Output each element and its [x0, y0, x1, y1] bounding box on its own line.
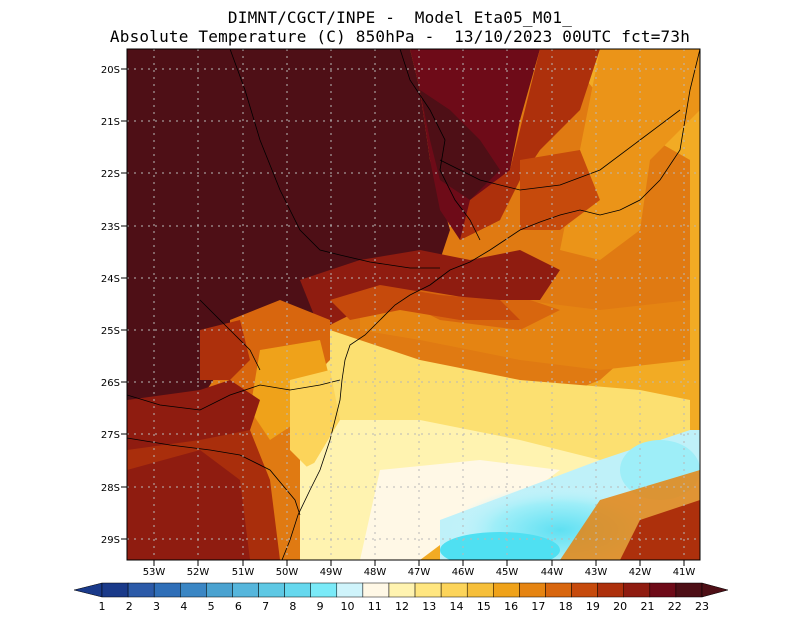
lon-label: 53W	[143, 567, 166, 578]
lat-label: 25S	[101, 326, 120, 337]
colorbar-label: 22	[668, 600, 682, 613]
colorbar-arrow-low	[73, 582, 103, 598]
colorbar-swatch	[310, 582, 338, 598]
colorbar-swatch	[127, 582, 155, 598]
lon-label: 49W	[320, 567, 343, 578]
lon-label: 42W	[629, 567, 652, 578]
map-frame	[126, 48, 701, 561]
colorbar-swatch	[414, 582, 442, 598]
colorbar: 1 2 3 4 5 6 7 8 9 10 11 12 13 14 15 16 17 18 19 20 21 22 23	[73, 582, 729, 613]
colorbar-swatch	[545, 582, 572, 598]
colorbar-label: 3	[153, 600, 160, 613]
lon-label: 43W	[585, 567, 608, 578]
colorbar-swatch	[362, 582, 390, 598]
colorbar-swatch	[180, 582, 207, 598]
colorbar-label: 7	[262, 600, 269, 613]
lon-label: 44W	[541, 567, 564, 578]
longitude-labels: 53W 52W 51W 50W 49W 48W 47W 46W 45W 44W …	[143, 567, 696, 578]
colorbar-label: 9	[317, 600, 324, 613]
lat-label: 21S	[101, 117, 120, 128]
colorbar-swatch	[597, 582, 624, 598]
lon-label: 51W	[232, 567, 255, 578]
colorbar-label: 10	[340, 600, 354, 613]
colorbar-label: 6	[235, 600, 242, 613]
lon-label: 41W	[673, 567, 696, 578]
lon-label: 50W	[276, 567, 299, 578]
colorbar-label: 12	[395, 600, 409, 613]
colorbar-label: 19	[586, 600, 600, 613]
colorbar-label: 20	[613, 600, 627, 613]
latitude-labels: 20S 21S 22S 23S 24S 25S 26S 27S 28S 29S	[101, 65, 120, 546]
colorbar-label: 2	[126, 600, 133, 613]
colorbar-swatch	[388, 582, 416, 598]
lat-label: 28S	[101, 483, 120, 494]
colorbar-label: 15	[477, 600, 491, 613]
chart-title: DIMNT/CGCT/INPE - Model Eta05_M01_	[227, 8, 573, 27]
colorbar-swatch	[284, 582, 311, 598]
lat-label: 22S	[101, 169, 120, 180]
colorbar-swatch	[623, 582, 651, 598]
colorbar-swatch	[675, 582, 703, 598]
colorbar-swatch	[466, 582, 494, 598]
colorbar-label: 17	[531, 600, 545, 613]
colorbar-label: 21	[640, 600, 654, 613]
lat-label: 24S	[101, 274, 120, 285]
lat-label: 26S	[101, 378, 120, 389]
colorbar-arrow-high	[701, 582, 729, 598]
temperature-field	[127, 49, 700, 560]
lon-label: 46W	[452, 567, 475, 578]
colorbar-label: 14	[450, 600, 464, 613]
lon-label: 45W	[496, 567, 519, 578]
lon-label: 52W	[187, 567, 210, 578]
lat-label: 29S	[101, 535, 120, 546]
colorbar-label: 18	[559, 600, 573, 613]
colorbar-label: 16	[504, 600, 518, 613]
colorbar-swatch	[153, 582, 181, 598]
lat-label: 27S	[101, 430, 120, 441]
colorbar-swatch	[493, 582, 520, 598]
chart-subtitle: Absolute Temperature (C) 850hPa - 13/10/…	[109, 27, 691, 46]
colorbar-label: 4	[180, 600, 187, 613]
colorbar-label: 11	[368, 600, 382, 613]
lat-label: 20S	[101, 65, 120, 76]
colorbar-label: 5	[208, 600, 215, 613]
colorbar-swatch	[232, 582, 259, 598]
colorbar-swatch	[519, 582, 546, 598]
colorbar-swatch	[336, 582, 364, 598]
colorbar-swatch	[258, 582, 285, 598]
colorbar-label: 23	[695, 600, 709, 613]
colorbar-label: 1	[99, 600, 106, 613]
colorbar-swatch	[440, 582, 468, 598]
colorbar-label: 8	[289, 600, 296, 613]
colorbar-swatch	[649, 582, 677, 598]
map-grid	[127, 49, 700, 560]
lat-label: 23S	[101, 222, 120, 233]
lon-label: 47W	[408, 567, 431, 578]
colorbar-swatch	[101, 582, 129, 598]
colorbar-label: 13	[422, 600, 436, 613]
axis-ticks	[121, 68, 685, 566]
colorbar-swatch	[206, 582, 233, 598]
colorbar-swatch	[571, 582, 598, 598]
lon-label: 48W	[364, 567, 387, 578]
